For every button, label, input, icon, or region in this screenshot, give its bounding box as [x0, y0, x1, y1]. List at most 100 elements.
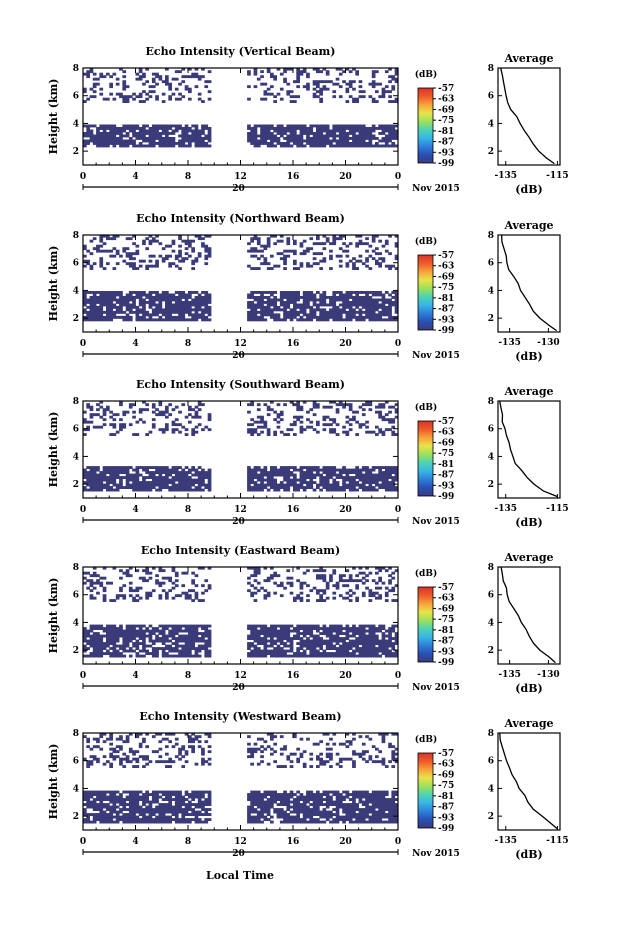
- echo-cell: [138, 820, 143, 824]
- echo-cell: [96, 793, 100, 796]
- echo-cell: [142, 308, 146, 312]
- x-tick-label: 0: [80, 671, 86, 681]
- echo-cell: [165, 415, 169, 419]
- echo-cell: [378, 627, 382, 630]
- x-tick-label: 20: [339, 671, 352, 681]
- echo-cell: [92, 142, 97, 145]
- echo-cell: [158, 139, 163, 143]
- echo-cell: [361, 642, 366, 645]
- echo-cell: [207, 637, 212, 640]
- echo-cell: [96, 142, 100, 145]
- colorbar-unit: (dB): [415, 402, 437, 413]
- echo-cell: [204, 298, 209, 302]
- echo-cell: [83, 818, 87, 821]
- echo-cell: [204, 425, 209, 429]
- echo-cell: [266, 433, 271, 436]
- echo-cell: [378, 124, 382, 128]
- echo-cell: [273, 571, 277, 575]
- echo-cell: [352, 642, 356, 645]
- echo-cell: [89, 644, 94, 648]
- average-profile-line: [500, 566, 556, 664]
- echo-cell: [174, 305, 179, 309]
- echo-cell: [119, 301, 123, 304]
- echo-cell: [279, 624, 284, 628]
- echo-cell: [388, 468, 392, 472]
- echo-cell: [345, 649, 350, 653]
- echo-cell: [312, 310, 317, 314]
- echo-cell: [86, 139, 90, 143]
- echo-cell: [145, 296, 149, 299]
- echo-cell: [83, 142, 87, 145]
- echo-cell: [122, 820, 127, 824]
- echo-cell: [201, 591, 205, 595]
- echo-cell: [332, 418, 337, 422]
- echo-cell: [247, 428, 251, 432]
- echo-cell: [191, 483, 195, 487]
- echo-cell: [345, 296, 350, 299]
- echo-cell: [151, 652, 156, 655]
- echo-cell: [260, 415, 264, 419]
- echo-cell: [92, 483, 97, 487]
- echo-cell: [293, 124, 297, 128]
- echo-cell: [122, 815, 127, 819]
- echo-cell: [394, 267, 399, 270]
- echo-cell: [204, 124, 209, 128]
- echo-cell: [128, 637, 133, 640]
- echo-cell: [286, 637, 291, 640]
- echo-cell: [171, 627, 176, 630]
- colorbar-tick-label: -63: [438, 428, 454, 438]
- echo-cell: [122, 647, 127, 650]
- echo-cell: [348, 80, 353, 84]
- echo-cell: [135, 137, 140, 140]
- echo-cell: [168, 647, 172, 650]
- echo-cell: [138, 129, 143, 133]
- echo-cell: [86, 793, 90, 796]
- echo-cell: [112, 293, 117, 297]
- echo-cell: [178, 70, 182, 74]
- echo-cell: [83, 298, 87, 302]
- echo-cell: [125, 247, 130, 251]
- echo-cell: [309, 313, 314, 317]
- echo-cell: [204, 473, 209, 477]
- echo-cell: [92, 134, 97, 138]
- echo-cell: [309, 305, 314, 309]
- echo-cell: [276, 92, 281, 96]
- echo-cell: [270, 644, 274, 648]
- echo-cell: [102, 97, 107, 101]
- echo-cell: [381, 403, 386, 407]
- echo-cell: [197, 92, 202, 96]
- echo-cell: [174, 298, 179, 302]
- echo-cell: [388, 649, 392, 653]
- echo-cell: [368, 291, 373, 294]
- echo-cell: [322, 471, 327, 474]
- echo-cell: [109, 478, 113, 482]
- echo-cell: [358, 478, 363, 482]
- echo-cell: [86, 632, 90, 635]
- colorbar-tick-label: -81: [438, 460, 454, 470]
- echo-cell: [171, 315, 176, 319]
- echo-cell: [151, 649, 156, 653]
- echo-cell: [325, 239, 330, 243]
- echo-cell: [325, 129, 330, 133]
- echo-cell: [247, 486, 251, 489]
- echo-cell: [293, 242, 297, 246]
- echo-cell: [348, 95, 353, 99]
- echo-cell: [375, 305, 379, 309]
- echo-cell: [342, 127, 346, 130]
- echo-cell: [329, 296, 333, 299]
- echo-cell: [299, 654, 304, 658]
- echo-cell: [365, 144, 369, 148]
- echo-cell: [155, 129, 159, 133]
- echo-cell: [92, 798, 97, 801]
- echo-cell: [335, 486, 340, 489]
- echo-cell: [122, 637, 127, 640]
- echo-cell: [96, 624, 100, 628]
- echo-cell: [371, 629, 376, 633]
- echo-cell: [181, 132, 186, 135]
- echo-cell: [381, 415, 386, 419]
- echo-cell: [106, 249, 110, 253]
- echo-cell: [89, 473, 94, 477]
- echo-cell: [338, 259, 343, 263]
- echo-cell: [158, 581, 163, 585]
- echo-cell: [316, 468, 320, 472]
